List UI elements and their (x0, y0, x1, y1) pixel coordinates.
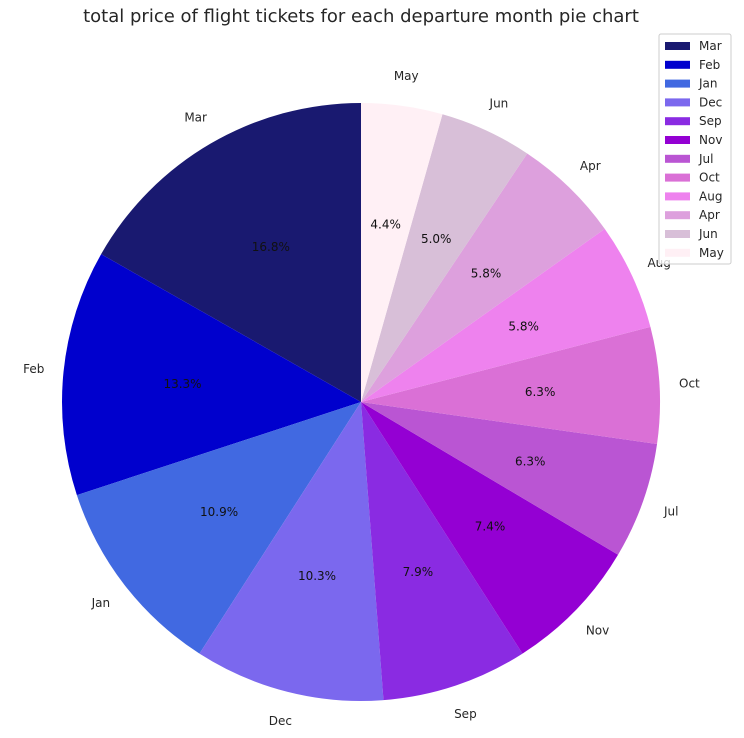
legend-label-jul: Jul (698, 152, 713, 166)
legend-swatch-oct (665, 173, 690, 182)
legend-label-aug: Aug (699, 189, 722, 203)
legend-swatch-jun (665, 230, 690, 238)
pie-slice-oct (361, 326, 660, 445)
pct-label-jun: 5.0% (421, 232, 452, 246)
slice-label-feb: Feb (23, 362, 44, 376)
pie-slice-jul (361, 402, 658, 555)
pie-slice-may (361, 103, 443, 402)
pct-label-jan: 10.9% (200, 505, 238, 519)
legend-swatch-aug (665, 192, 690, 201)
pct-label-feb: 13.3% (163, 377, 201, 391)
pct-label-aug: 5.8% (508, 319, 539, 333)
legend-label-jan: Jan (698, 77, 718, 91)
slice-label-jan: Jan (91, 596, 111, 610)
pie-slice-dec (199, 402, 384, 701)
legend-frame (658, 33, 732, 265)
pie-slice-jun (361, 114, 528, 403)
legend-label-sep: Sep (699, 114, 722, 128)
legend-swatch-feb (665, 60, 690, 69)
chart-title: total price of flight tickets for each d… (83, 6, 639, 27)
pct-label-may: 4.4% (370, 217, 401, 231)
legend-label-mar: Mar (699, 39, 722, 53)
legend-label-apr: Apr (699, 208, 720, 222)
legend-swatch-may (665, 248, 690, 257)
slice-label-oct: Oct (679, 376, 700, 390)
legend-swatch-apr (665, 211, 690, 220)
pct-label-mar: 16.8% (252, 240, 290, 254)
legend-swatch-dec (665, 98, 690, 107)
pie-slice-sep (361, 402, 523, 701)
pie-slice-apr (361, 153, 605, 402)
legend-swatch-sep (665, 117, 690, 126)
slice-label-nov: Nov (586, 624, 609, 638)
legend: Mar Feb Jan Dec Sep Nov Jul Oct Aug Apr Jun May (658, 33, 732, 265)
slice-label-apr: Apr (580, 159, 601, 173)
slice-label-sep: Sep (454, 707, 477, 721)
pie-slice-aug (361, 228, 651, 402)
legend-label-nov: Nov (699, 133, 722, 147)
pct-label-dec: 10.3% (298, 569, 336, 583)
pie-slice-feb (62, 254, 362, 496)
slice-label-may: May (394, 69, 419, 83)
pct-label-nov: 7.4% (475, 520, 506, 534)
legend-swatch-mar (665, 42, 690, 50)
slice-label-mar: Mar (184, 111, 207, 125)
legend-swatch-jan (665, 79, 690, 88)
slice-label-dec: Dec (269, 714, 292, 728)
legend-swatch-jul (665, 154, 690, 163)
legend-label-jun: Jun (698, 227, 718, 241)
slice-label-jun: Jun (489, 96, 509, 110)
pie-slices (62, 103, 660, 701)
legend-label-may: May (699, 246, 724, 260)
legend-label-dec: Dec (699, 95, 722, 109)
legend-label-feb: Feb (699, 58, 720, 72)
pct-label-jul: 6.3% (515, 455, 546, 469)
pie-slice-mar (101, 103, 361, 402)
pct-label-apr: 5.8% (471, 266, 502, 280)
pct-label-sep: 7.9% (403, 565, 434, 579)
legend-label-oct: Oct (699, 171, 720, 185)
legend-swatch-nov (665, 136, 690, 144)
pie-slice-jan (76, 402, 361, 654)
slice-label-jul: Jul (663, 504, 678, 518)
pie-slice-nov (361, 402, 619, 654)
percent-labels: 16.8% 13.3% 10.9% 10.3% 7.9% 7.4% 6.3% 6.3% 5.8%… (163, 217, 555, 583)
pct-label-oct: 6.3% (525, 385, 556, 399)
